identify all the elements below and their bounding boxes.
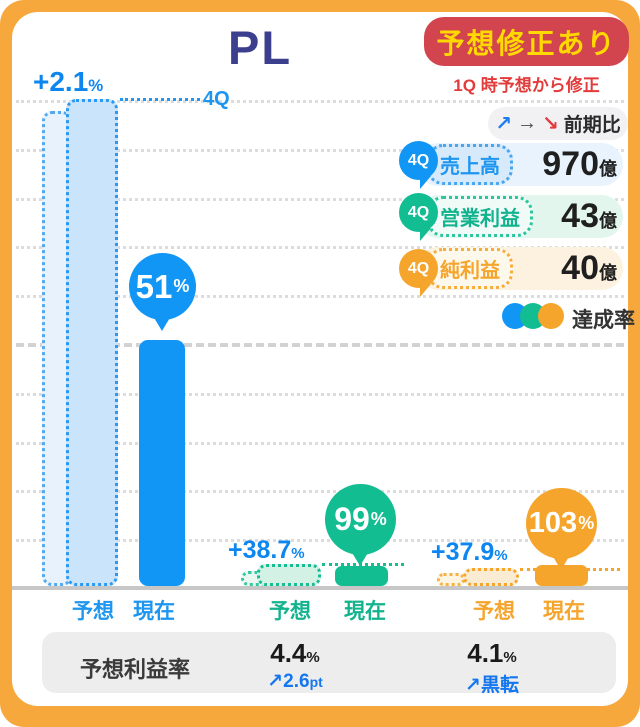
comparison-legend: ↗ → ↘ 前期比 xyxy=(488,107,628,140)
margin-value: 4.1% xyxy=(467,638,517,668)
metric-label-operating-profit: 営業利益 xyxy=(427,196,533,237)
gridline xyxy=(16,490,624,493)
percent-sign: % xyxy=(503,649,517,666)
axis-label-forecast-net-profit: 予想 xyxy=(473,600,515,623)
revision-badge-subtitle: 1Q 時予想から修正 xyxy=(453,76,600,95)
percent-sign: % xyxy=(306,649,320,666)
revision-label-sales: +2.1% xyxy=(33,66,104,97)
bubble-tail xyxy=(552,555,570,570)
margin-change: ↗2.6pt xyxy=(267,671,323,692)
axis-label-forecast-sales: 予想 xyxy=(72,600,114,623)
gridline xyxy=(16,246,624,249)
revision-label-operating-profit: +38.7% xyxy=(228,536,305,564)
forecast-bar-net-profit xyxy=(463,568,519,586)
gridline xyxy=(16,149,624,152)
forecast-margin-panel xyxy=(42,632,616,693)
percent-sign: % xyxy=(173,276,190,296)
trend-up-icon: ↗ xyxy=(495,113,512,135)
quarter-badge-tail xyxy=(420,176,431,189)
metric-value-operating-profit: 43億 xyxy=(561,197,617,235)
metric-value-sales: 970億 xyxy=(542,145,617,183)
margin-change: ↗黒転 xyxy=(465,675,519,696)
forecast-margin-cell-operating: 4.4% ↗2.6pt xyxy=(230,638,360,693)
forecast-level-line-sales xyxy=(120,98,200,101)
quarter-badge-operating-profit: 4Q xyxy=(399,193,438,232)
axis-label-current-net-profit: 現在 xyxy=(543,600,585,623)
axis-label-forecast-operating-profit: 予想 xyxy=(269,600,311,623)
percent-sign: % xyxy=(370,509,387,529)
legend-row-net-profit: 純利益 40億 xyxy=(417,247,623,290)
legend-row-sales: 売上高 970億 xyxy=(417,143,623,186)
comparison-label: 前期比 xyxy=(563,115,621,136)
metric-value-net-profit: 40億 xyxy=(561,249,617,287)
percent-sign: % xyxy=(494,547,508,564)
quarter-badge-net-profit: 4Q xyxy=(399,249,438,288)
gridline xyxy=(16,295,624,298)
achievement-bubble-net-profit: 103% xyxy=(526,488,597,559)
quarter-badge-sales: 4Q xyxy=(399,141,438,180)
percent-sign: % xyxy=(88,76,104,95)
current-bar-operating-profit xyxy=(335,566,388,586)
revision-badge: 予想修正あり xyxy=(424,17,629,66)
margin-value: 4.4% xyxy=(270,638,320,668)
metric-label-net-profit: 純利益 xyxy=(427,248,513,289)
trend-up-icon: ↗ xyxy=(465,675,481,696)
forecast-bar-sales xyxy=(66,99,118,586)
unit-oku: 億 xyxy=(599,211,617,231)
achievement-label: 達成率 xyxy=(572,309,635,332)
forecast-bar-operating-profit xyxy=(257,564,321,586)
current-bar-net-profit xyxy=(535,565,588,586)
forecast-margin-label: 予想利益率 xyxy=(80,657,191,682)
x-axis-baseline xyxy=(12,586,628,590)
quarter-badge-tail xyxy=(420,228,431,241)
bubble-tail xyxy=(351,551,369,566)
gridline-50pct xyxy=(16,343,624,347)
forecast-line-label: 4Q xyxy=(203,88,230,110)
metric-label-sales: 売上高 xyxy=(427,144,513,185)
unit-oku: 億 xyxy=(599,159,617,179)
axis-label-current-sales: 現在 xyxy=(133,600,175,623)
bubble-tail xyxy=(153,316,171,331)
legend-row-operating-profit: 営業利益 43億 xyxy=(417,195,623,238)
quarter-badge-tail xyxy=(420,284,431,297)
gridline xyxy=(16,442,624,445)
percent-sign: % xyxy=(291,545,305,562)
revision-label-net-profit: +37.9% xyxy=(431,538,508,566)
forecast-margin-cell-net: 4.1% ↗黒転 xyxy=(427,638,557,697)
page-title: PL xyxy=(228,21,293,74)
trend-flat-icon: → xyxy=(516,112,537,134)
gridline xyxy=(16,100,624,103)
gridline xyxy=(16,393,624,396)
revision-badge-label: 予想修正あり xyxy=(436,27,617,59)
forecast-bar-old-net-profit xyxy=(437,573,465,586)
trend-down-icon: ↘ xyxy=(541,113,559,135)
gridline xyxy=(16,539,624,542)
achievement-dot-orange xyxy=(538,303,564,329)
unit-oku: 億 xyxy=(599,263,617,283)
percent-sign: % xyxy=(578,513,595,533)
achievement-bubble-sales: 51% xyxy=(129,253,196,320)
achievement-bubble-operating-profit: 99% xyxy=(325,484,396,555)
trend-up-icon: ↗ xyxy=(267,671,284,692)
current-bar-sales xyxy=(139,340,185,586)
gridline xyxy=(16,198,624,201)
axis-label-current-operating-profit: 現在 xyxy=(344,600,386,623)
